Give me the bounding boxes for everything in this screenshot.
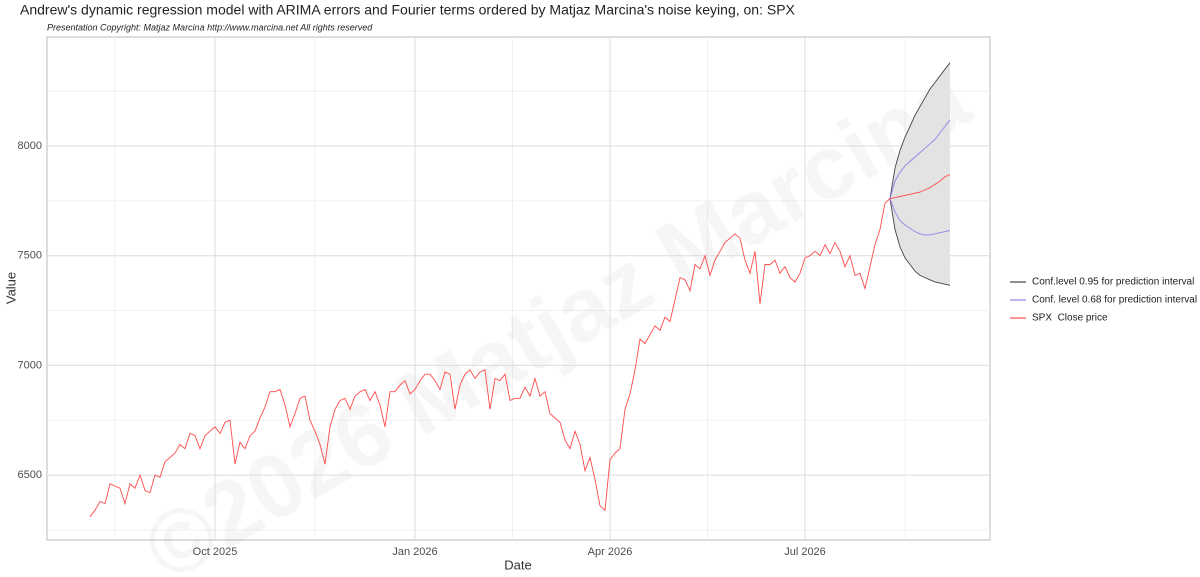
y-tick-label: 8000 [18, 140, 42, 152]
x-tick-label: Apr 2026 [588, 546, 633, 558]
prediction-band [890, 62, 950, 286]
legend-label: Conf.level 0.95 for prediction interval [1032, 277, 1194, 288]
series-line [89, 174, 951, 517]
x-tick-label: Jan 2026 [392, 546, 437, 558]
x-tick-label: Jul 2026 [784, 546, 826, 558]
legend-label: Conf. level 0.68 for prediction interval [1032, 295, 1197, 306]
y-tick-label: 6500 [18, 469, 42, 481]
legend-label: SPX Close price [1032, 313, 1108, 324]
y-tick-label: 7500 [18, 250, 42, 262]
x-axis-title: Date [504, 557, 531, 572]
x-tick-label: Oct 2025 [193, 546, 238, 558]
y-axis-title: Value [3, 272, 18, 304]
series-line [889, 119, 951, 199]
y-tick-label: 7000 [18, 359, 42, 371]
chart-subtitle: Presentation Copyright: Matjaz Marcina h… [47, 22, 373, 32]
series-line [889, 198, 951, 286]
series-line [889, 198, 951, 236]
plot-panel [46, 36, 991, 541]
chart-title: Andrew's dynamic regression model with A… [20, 2, 796, 18]
series-line [889, 62, 951, 199]
